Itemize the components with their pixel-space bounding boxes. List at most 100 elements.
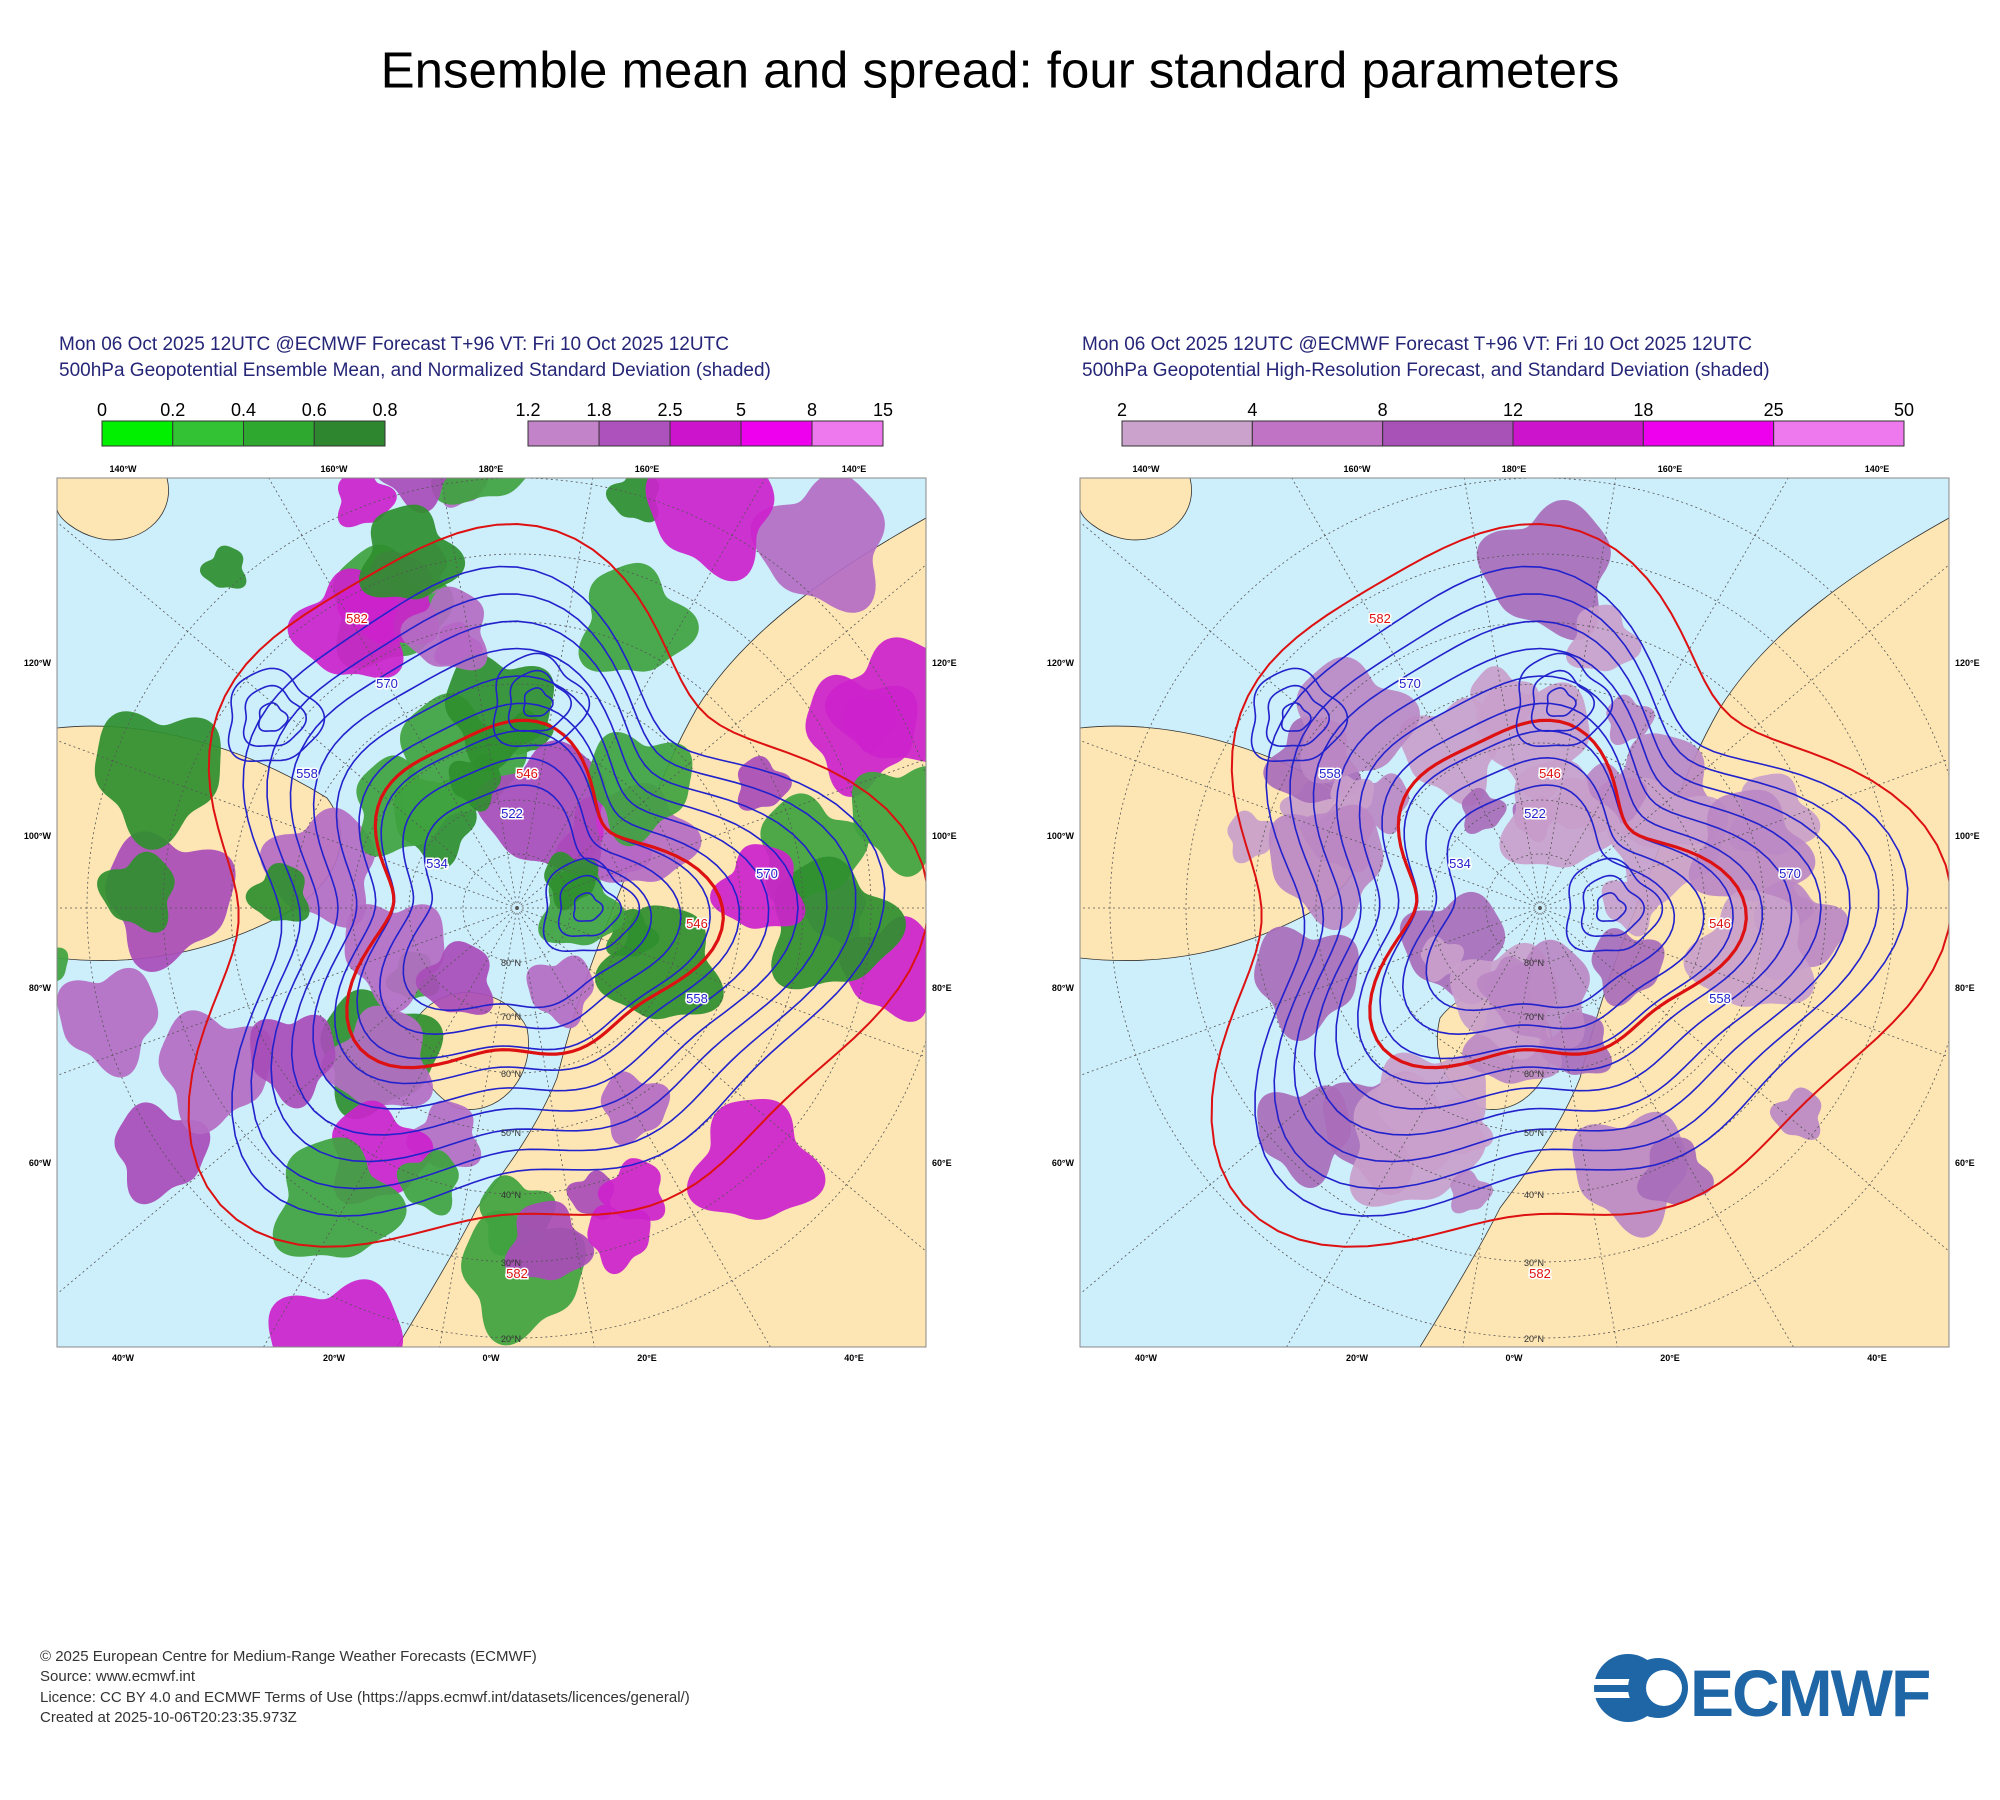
colorbar-label: 0.4	[231, 400, 256, 420]
colorbar-box	[1642, 420, 1775, 447]
colorbar-box	[172, 420, 244, 447]
contour-label: 570	[756, 866, 778, 881]
spread-shading	[245, 863, 310, 922]
contour-line	[333, 702, 740, 1085]
longitude-label: 60°W	[29, 1158, 52, 1168]
longitude-label: 20°W	[1346, 1353, 1369, 1363]
panel-header: 500hPa Geopotential High-Resolution Fore…	[1082, 360, 1770, 381]
spread-shading	[597, 1158, 666, 1221]
contour-label: 534	[1449, 856, 1471, 871]
contour-label: 546	[516, 766, 538, 781]
meridian	[440, 478, 518, 909]
colorbar-box	[1251, 420, 1384, 447]
spread-shading	[57, 947, 69, 982]
contour-line	[542, 857, 641, 952]
colorbar-box	[1121, 420, 1253, 447]
meridian	[516, 907, 595, 1347]
spread-shading	[1349, 1073, 1486, 1207]
contour-label: 582	[346, 611, 368, 626]
meridian	[1539, 758, 1949, 909]
contour-label: 570	[1399, 676, 1421, 691]
longitude-label: 180°E	[1502, 464, 1527, 474]
spread-shading	[321, 1005, 433, 1107]
spread-shading	[97, 851, 175, 933]
meridian	[1539, 907, 1618, 1347]
map: 80°N 70°N 60°N 50°N 40°N 30°N 20°N 582 570 558 546…	[1047, 464, 1980, 1363]
contour-label: 558	[296, 766, 318, 781]
longitude-label: 120°E	[1955, 658, 1980, 668]
longitude-label: 100°E	[932, 831, 957, 841]
latitude-label: 70°N	[1524, 1012, 1544, 1022]
colorbar-label: 12	[1503, 400, 1523, 420]
longitude-label: 120°W	[24, 658, 52, 668]
colorbar-label: 0.8	[372, 400, 397, 420]
longitude-label: 40°E	[1867, 1353, 1887, 1363]
spread-shading	[444, 653, 554, 773]
contour-line	[523, 687, 554, 718]
logo: ECMWF	[1594, 1654, 1931, 1730]
meridian	[263, 907, 518, 1347]
spread-shading	[268, 1279, 404, 1347]
spread-shading	[431, 478, 526, 505]
colorbar-label: 0.6	[302, 400, 327, 420]
contour-line	[1546, 687, 1577, 718]
footer-line: Licence: CC BY 4.0 and ECMWF Terms of Us…	[40, 1689, 690, 1706]
spread-shading	[595, 905, 724, 1020]
longitude-label: 100°W	[24, 831, 52, 841]
latitude-label: 60°N	[501, 1069, 521, 1079]
meridian	[57, 907, 518, 1076]
contour-label: 558	[686, 991, 708, 1006]
spread-shading	[805, 674, 918, 797]
contour-line	[231, 565, 886, 1217]
longitude-label: 140°W	[109, 464, 137, 474]
longitude-label: 140°E	[842, 464, 867, 474]
contour-line	[1313, 647, 1822, 1136]
contour-line	[258, 702, 289, 733]
colorbar-label: 8	[807, 400, 817, 420]
spread-shading	[587, 1205, 651, 1275]
spread-shading	[396, 1150, 459, 1216]
latitude-label: 50°N	[501, 1128, 521, 1138]
contour-line	[507, 669, 573, 732]
contour-line	[492, 652, 591, 747]
contour-label: 570	[376, 676, 398, 691]
spread-shading	[1591, 928, 1665, 1007]
contour-line	[1425, 784, 1676, 1012]
meridian	[1539, 907, 1794, 1347]
spread-shading	[448, 754, 502, 812]
colorbar-box	[1773, 420, 1905, 447]
land	[1080, 478, 1192, 541]
spread-shading	[1428, 1098, 1494, 1155]
contour-line	[557, 874, 623, 937]
colorbar-label: 2	[1117, 400, 1127, 420]
spread-shading	[400, 586, 488, 671]
contour-label: 558	[1319, 766, 1341, 781]
meridian	[516, 907, 926, 1252]
contour-line	[1596, 892, 1627, 923]
meridian	[1291, 478, 1541, 909]
spread-shading	[1476, 500, 1611, 641]
footer-line: Source: www.ecmwf.int	[40, 1668, 196, 1685]
latitude-label: 40°N	[501, 1190, 521, 1200]
latitude-circle	[408, 799, 626, 1017]
colorbar-box	[598, 420, 671, 447]
longitude-label: 160°E	[635, 464, 660, 474]
contour-line	[1265, 684, 1331, 747]
contour-label: 522	[1524, 806, 1546, 821]
meridian	[57, 740, 518, 909]
longitude-label: 80°E	[932, 983, 952, 993]
spread-shading	[851, 766, 926, 877]
contour-label: 570	[1779, 866, 1801, 881]
colorbar-label: 5	[736, 400, 746, 420]
contour-line	[1401, 756, 1705, 1036]
latitude-label: 30°N	[501, 1258, 521, 1268]
longitude-label: 160°W	[320, 464, 348, 474]
panel-header: 500hPa Geopotential Ensemble Mean, and N…	[59, 360, 771, 381]
colorbar-label: 15	[873, 400, 893, 420]
colorbar-label: 1.2	[515, 400, 540, 420]
spread-shading	[771, 856, 906, 990]
longitude-label: 20°W	[323, 1353, 346, 1363]
spread-shading	[526, 955, 594, 1029]
longitude-label: 160°W	[1343, 464, 1371, 474]
contour-line	[1580, 874, 1646, 937]
